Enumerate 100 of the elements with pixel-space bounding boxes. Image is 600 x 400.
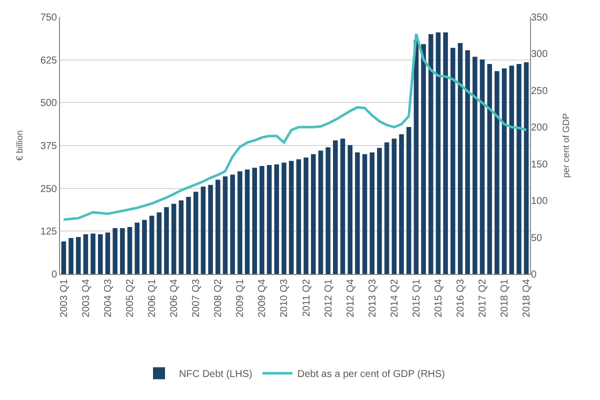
y-tick-label: 250 bbox=[40, 184, 58, 195]
bar bbox=[252, 168, 257, 274]
y2-tick-label: 250 bbox=[531, 86, 548, 97]
bar bbox=[238, 171, 242, 274]
bar bbox=[333, 140, 338, 274]
bar bbox=[288, 160, 294, 274]
bar bbox=[355, 152, 360, 274]
bar bbox=[200, 186, 206, 274]
bar bbox=[428, 34, 434, 274]
bar bbox=[348, 145, 352, 274]
bar bbox=[83, 234, 88, 274]
bar bbox=[516, 64, 522, 274]
bar bbox=[406, 127, 412, 274]
x-tick-label: 2017 Q2 bbox=[478, 278, 489, 318]
bar bbox=[487, 64, 492, 274]
y2-tick-label: 150 bbox=[531, 159, 548, 170]
bar bbox=[98, 234, 103, 274]
bar bbox=[436, 32, 441, 274]
bar bbox=[178, 200, 184, 274]
bar bbox=[384, 142, 390, 274]
x-tick-label: 2008 Q2 bbox=[213, 278, 224, 318]
x-tick-label: 2015 Q4 bbox=[433, 278, 444, 318]
bar bbox=[186, 196, 191, 274]
bar bbox=[134, 222, 140, 274]
y2-tick-label: 0 bbox=[531, 270, 537, 280]
bar bbox=[465, 50, 470, 274]
bar bbox=[171, 204, 176, 274]
bar bbox=[414, 40, 419, 274]
x-tick-label: 2012 Q4 bbox=[345, 278, 356, 318]
y2-tick-label: 350 bbox=[531, 12, 548, 24]
bar bbox=[282, 162, 286, 274]
bar bbox=[310, 154, 316, 274]
bar bbox=[112, 228, 118, 274]
bar bbox=[156, 212, 162, 274]
x-tick-label: 2016 Q3 bbox=[455, 278, 466, 318]
bar bbox=[68, 238, 74, 274]
bar bbox=[149, 216, 154, 274]
line-series bbox=[62, 32, 528, 221]
bar bbox=[105, 232, 110, 274]
bar bbox=[370, 152, 374, 274]
x-tick-label: 2003 Q1 bbox=[58, 278, 70, 318]
bar bbox=[377, 148, 382, 274]
bar bbox=[443, 32, 448, 274]
y-tick-label: 500 bbox=[40, 98, 58, 110]
x-tick-label: 2018 Q4 bbox=[522, 278, 533, 318]
y-tick-label: 0 bbox=[51, 270, 58, 280]
bar bbox=[362, 154, 368, 274]
bar bbox=[421, 44, 426, 274]
y-tick-label: 125 bbox=[40, 226, 58, 238]
bar bbox=[340, 138, 346, 274]
bar bbox=[392, 138, 397, 274]
y-tick-label: 375 bbox=[40, 141, 58, 152]
x-tick-label: 2015 Q1 bbox=[411, 278, 422, 318]
bar bbox=[142, 220, 147, 274]
x-tick-label: 2009 Q1 bbox=[235, 278, 246, 318]
bar bbox=[509, 66, 514, 274]
bar bbox=[296, 159, 302, 274]
y-tick-label: 625 bbox=[40, 55, 58, 66]
x-tick-label: 2003 Q4 bbox=[80, 278, 92, 318]
x-tick-label: 2011 Q2 bbox=[301, 278, 312, 317]
bar bbox=[450, 48, 456, 274]
x-tick-label: 2018 Q1 bbox=[500, 278, 511, 318]
bar bbox=[472, 56, 478, 274]
bar bbox=[244, 169, 250, 274]
bar bbox=[208, 184, 213, 274]
y2-tick-label: 200 bbox=[531, 122, 548, 134]
bar bbox=[318, 150, 324, 274]
bar bbox=[502, 68, 507, 274]
y2-tick-label: 300 bbox=[531, 49, 548, 60]
bar bbox=[524, 62, 529, 274]
bar bbox=[127, 227, 132, 274]
x-tick-label: 2012 Q1 bbox=[323, 278, 334, 318]
bar bbox=[193, 192, 198, 274]
y2-tick-label: 100 bbox=[531, 196, 548, 208]
x-tick-label: 2010 Q3 bbox=[279, 278, 290, 318]
bar bbox=[326, 147, 330, 274]
bar bbox=[480, 59, 485, 274]
bar bbox=[222, 176, 228, 274]
y2-axis-title: per cent of GDP bbox=[560, 113, 571, 178]
x-tick-label: 2014 Q2 bbox=[389, 278, 400, 318]
bar bbox=[399, 134, 404, 274]
bar bbox=[164, 207, 169, 274]
x-tick-label: 2006 Q1 bbox=[147, 278, 158, 318]
x-tick-label: 2009 Q4 bbox=[257, 278, 268, 318]
bar bbox=[274, 164, 280, 274]
bar bbox=[260, 166, 264, 274]
bar bbox=[304, 157, 308, 274]
x-tick-label: 2005 Q2 bbox=[125, 278, 136, 318]
x-tick-label: 2006 Q4 bbox=[169, 278, 180, 318]
bar bbox=[458, 43, 463, 274]
bar bbox=[216, 180, 220, 274]
legend-label: Debt as a per cent of GDP (RHS) bbox=[297, 369, 446, 380]
legend-label: NFC Debt (LHS) bbox=[179, 369, 252, 380]
y-axis-title: € billion bbox=[14, 130, 25, 161]
x-tick-label: 2007 Q3 bbox=[191, 278, 202, 318]
bar bbox=[494, 71, 500, 274]
bar bbox=[230, 174, 235, 274]
bar bbox=[76, 236, 81, 274]
bar bbox=[90, 234, 96, 274]
x-tick-label: 2013 Q3 bbox=[367, 278, 378, 318]
